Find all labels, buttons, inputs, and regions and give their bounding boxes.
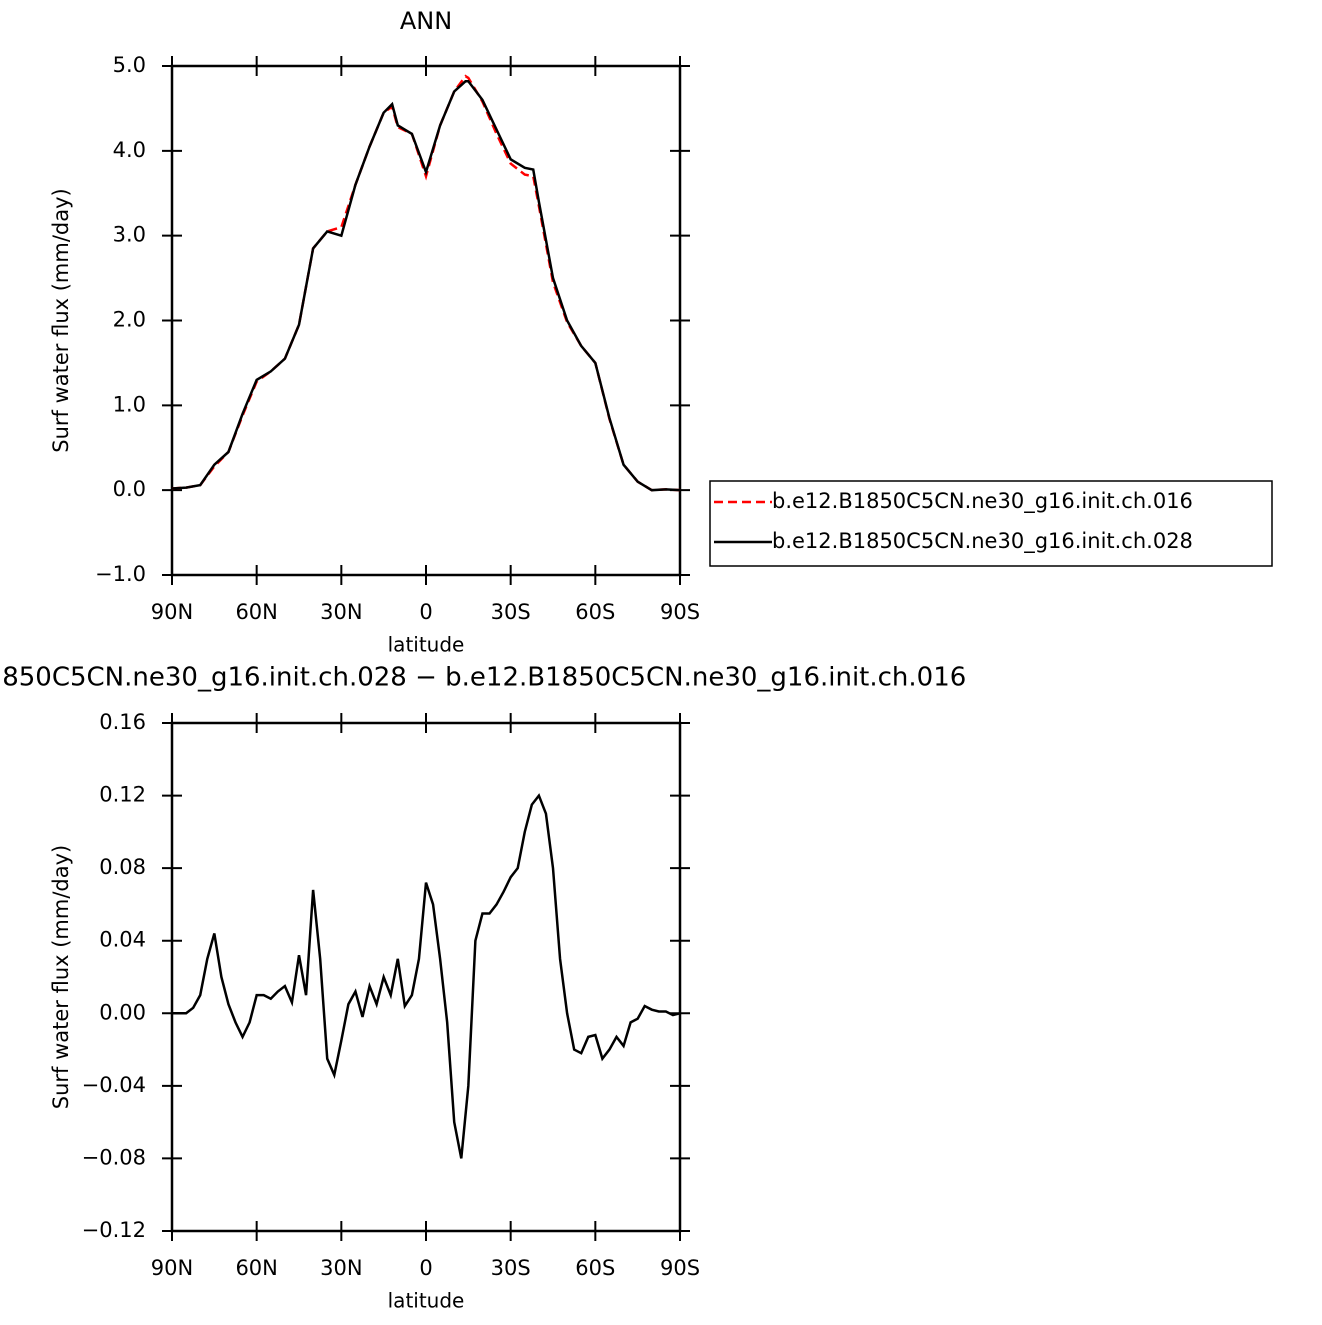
y-tick-label: −0.08 [82, 1145, 146, 1169]
data-line [171, 80, 681, 492]
x-tick-label: 0 [419, 600, 432, 624]
plot-frame [170, 64, 682, 577]
y-tick-label: 0.00 [99, 1000, 146, 1024]
x-tick-label: 30N [320, 600, 362, 624]
y-tick-label: 3.0 [113, 223, 146, 247]
y-tick-label: 0.12 [99, 783, 146, 807]
x-tick-label: 90S [660, 600, 700, 624]
x-tick-label: 60N [235, 600, 277, 624]
y-tick-label: 2.0 [113, 308, 146, 332]
legend-label: b.e12.B1850C5CN.ne30_g16.init.ch.028 [772, 529, 1193, 554]
x-tick-label: 60S [575, 600, 615, 624]
legend-box [709, 480, 1273, 567]
plot-frame [170, 721, 682, 1233]
x-tick-label: 30N [320, 1256, 362, 1280]
x-tick-label: 0 [419, 1256, 432, 1280]
data-line [172, 793, 681, 1159]
chart-title: b.e12.B1850C5CN.ne30_g16.init.ch.028 − b… [0, 663, 966, 693]
y-axis-label: Surf water flux (mm/day) [49, 845, 73, 1110]
x-axis-label: latitude [388, 633, 465, 657]
y-tick-label: −0.12 [82, 1218, 146, 1242]
y-tick-label: 0.16 [99, 710, 146, 734]
y-tick-label: 0.08 [99, 855, 146, 879]
y-tick-label: −1.0 [95, 562, 146, 586]
y-tick-label: 0.0 [113, 477, 146, 501]
x-tick-label: 90S [660, 1256, 700, 1280]
y-tick-label: −0.04 [82, 1073, 146, 1097]
x-tick-label: 90N [151, 1256, 193, 1280]
x-tick-label: 30S [491, 600, 531, 624]
x-tick-label: 30S [491, 1256, 531, 1280]
y-tick-label: 5.0 [113, 53, 146, 77]
x-tick-label: 90N [151, 600, 193, 624]
x-tick-label: 60S [575, 1256, 615, 1280]
x-tick-label: 60N [235, 1256, 277, 1280]
y-axis-label: Surf water flux (mm/day) [49, 188, 73, 453]
y-tick-label: 1.0 [113, 392, 146, 416]
data-line [171, 74, 681, 492]
chart-title: ANN [400, 7, 452, 35]
y-tick-label: 4.0 [113, 138, 146, 162]
legend-label: b.e12.B1850C5CN.ne30_g16.init.ch.016 [772, 489, 1193, 514]
x-axis-label: latitude [388, 1289, 465, 1313]
y-tick-label: 0.04 [99, 928, 146, 952]
